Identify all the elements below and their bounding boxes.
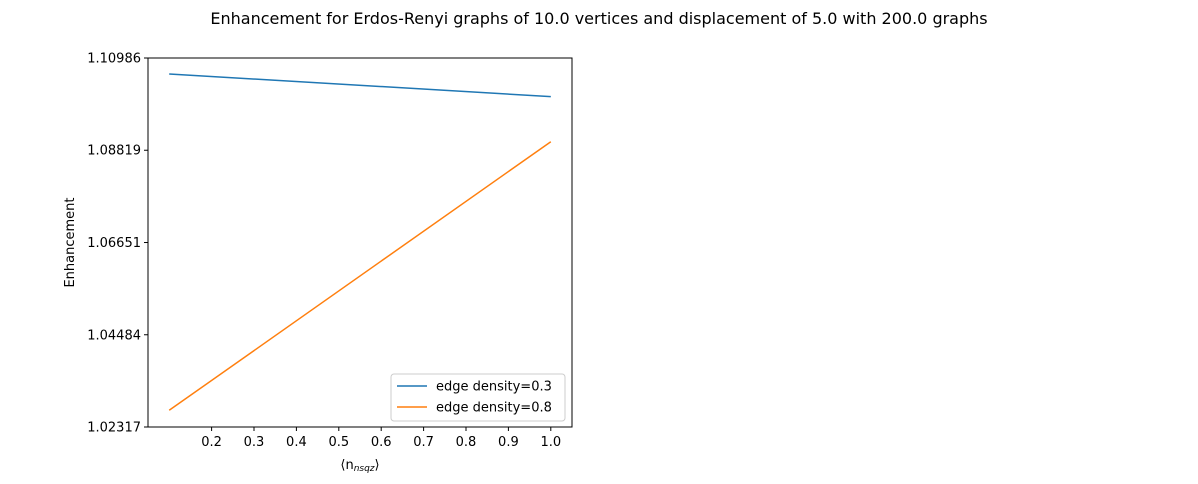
y-tick-label: 1.10986 <box>87 52 141 67</box>
x-axis-ticks: 0.2 0.3 0.4 0.5 0.6 0.7 0.8 0.9 1.0 <box>201 427 561 450</box>
series-line-edge-density-0-8 <box>168 141 552 411</box>
x-tick-label: 0.3 <box>244 435 265 450</box>
y-axis-ticks: 1.02317 1.04484 1.06651 1.08819 1.10986 <box>87 52 148 436</box>
x-tick-label: 0.8 <box>456 435 477 450</box>
y-tick-label: 1.02317 <box>87 421 141 436</box>
y-tick-label: 1.04484 <box>87 328 141 343</box>
y-tick-label: 1.08819 <box>87 144 141 159</box>
chart-title: Enhancement for Erdos-Renyi graphs of 10… <box>210 9 987 28</box>
legend-label-edge-density-0-3: edge density=0.3 <box>436 380 552 395</box>
x-tick-label: 0.2 <box>201 435 222 450</box>
x-axis-label-main: ⟨n <box>340 458 353 473</box>
legend-box <box>390 373 566 422</box>
y-tick-label: 1.06651 <box>87 236 141 251</box>
legend: edge density=0.3 edge density=0.8 <box>390 373 566 422</box>
plot-area <box>147 57 573 428</box>
legend-label-edge-density-0-8: edge density=0.8 <box>436 401 552 416</box>
y-axis-label: Enhancement <box>63 197 78 287</box>
x-tick-label: 0.9 <box>498 435 519 450</box>
x-axis-label-close: ⟩ <box>375 458 380 473</box>
x-tick-label: 0.7 <box>413 435 434 450</box>
x-tick-label: 1.0 <box>540 435 561 450</box>
series-line-edge-density-0-3 <box>169 73 551 98</box>
x-axis-label: ⟨nnsqz⟩ <box>340 458 379 474</box>
x-tick-label: 0.6 <box>371 435 392 450</box>
series-lines <box>168 73 552 411</box>
x-tick-label: 0.4 <box>286 435 307 450</box>
x-axis-label-subscript: nsqz <box>354 464 375 474</box>
x-tick-label: 0.5 <box>328 435 349 450</box>
